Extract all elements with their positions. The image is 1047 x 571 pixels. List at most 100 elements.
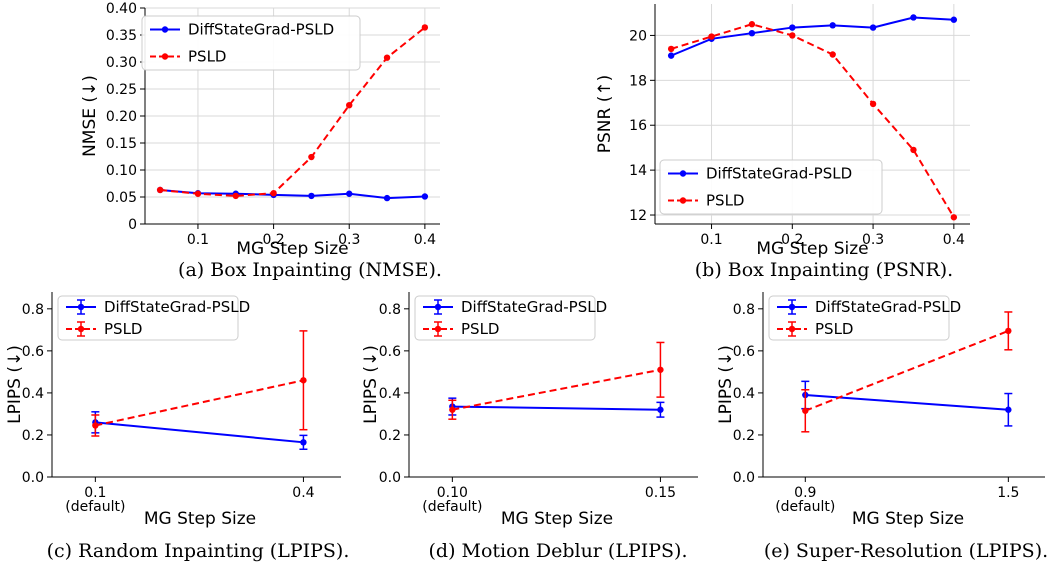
x-axis-label: MG Step Size [852, 509, 964, 529]
chart-panel-1: 0 0.05 0.10 0.15 0.20 0.25 0.30 0.35 0.40 0.1 0.2 0… [80, 1, 442, 281]
x-tick-label: 0.2 [262, 232, 284, 248]
data-point [421, 24, 429, 31]
series-line-1 [452, 405, 661, 411]
data-point [421, 193, 429, 200]
x-axis-label: MG Step Size [236, 239, 348, 259]
data-point [346, 190, 353, 197]
y-tick-label: 0.8 [22, 302, 44, 318]
y-tick-label: 0.4 [733, 386, 755, 402]
y-axis-label: PSNR (↑) [595, 75, 615, 153]
series-line-2 [160, 26, 426, 197]
legend-swatch-marker [161, 53, 169, 60]
data-point [789, 24, 796, 31]
figure-caption: (b) Box Inpainting (PSNR). [695, 259, 953, 281]
data-point [950, 214, 958, 221]
legend-swatch-marker [679, 170, 687, 177]
x-tick-label: 0.2 [781, 232, 803, 248]
x-tick-label: 0.9 [794, 485, 816, 501]
figure-caption: (d) Motion Deblur (LPIPS). [429, 540, 688, 562]
x-tick-label: 0.15 [645, 485, 676, 501]
data-point [950, 16, 958, 23]
y-tick-label: 0.10 [106, 163, 137, 179]
data-point [232, 192, 239, 200]
y-tick-label: 0.4 [379, 386, 401, 402]
data-point [789, 32, 796, 39]
legend-label: DiffStateGrad-PSLD [815, 298, 961, 316]
y-tick-label: 0.8 [379, 302, 401, 318]
y-tick-label: 0.25 [106, 82, 137, 98]
data-point [667, 45, 675, 53]
legend-box [141, 15, 361, 71]
y-tick-label: 0.0 [733, 470, 755, 486]
chart-panel-2: 12 14 16 18 20 0.1 0.2 0.3 0.4 MG Step Size PSNR (… [595, 4, 970, 281]
data-point [829, 51, 836, 58]
data-point [657, 406, 664, 413]
x-tick-label: 0.3 [862, 232, 884, 248]
data-point [910, 146, 917, 154]
y-tick-label: 0.8 [733, 302, 755, 318]
legend-box [414, 295, 596, 341]
series-line-1 [95, 421, 304, 444]
data-point [667, 52, 675, 59]
y-tick-label: 18 [629, 73, 647, 89]
series-line-1 [670, 16, 954, 57]
y-tick-label: 0.6 [379, 344, 401, 360]
x-tick-label: 0.1 [187, 232, 209, 248]
figure-caption: (e) Super-Resolution (LPIPS). [764, 540, 1047, 562]
y-axis-label: NMSE (↓) [80, 75, 100, 157]
chart-panel-3: 0.0 0.2 0.4 0.6 0.8 0.1(default) 0.4 MG Step Si… [5, 292, 349, 562]
series-line-1 [805, 394, 1009, 411]
legend-box [768, 295, 950, 341]
y-tick-label: 0.30 [106, 55, 137, 71]
legend-label: PSLD [815, 320, 853, 338]
y-tick-label: 0.20 [106, 109, 137, 125]
x-tick-sublabel: (default) [65, 499, 125, 515]
data-point [270, 190, 277, 197]
series-line-2 [95, 379, 304, 427]
y-tick-label: 0.40 [106, 1, 137, 17]
x-tick-label: 0.4 [943, 232, 965, 248]
series-line-2 [804, 329, 1009, 412]
y-tick-label: 0.2 [733, 428, 755, 444]
y-tick-label: 12 [629, 208, 647, 224]
figure-caption: (a) Box Inpainting (NMSE). [178, 259, 442, 281]
x-tick-label: 0.4 [414, 232, 436, 248]
y-tick-label: 0.0 [22, 470, 44, 486]
legend-label: PSLD [104, 320, 142, 338]
legend-swatch-marker [161, 26, 169, 33]
legend-box [57, 295, 239, 341]
data-point [869, 24, 877, 31]
y-tick-label: 14 [629, 163, 647, 179]
data-point [869, 100, 877, 108]
data-point [910, 14, 917, 21]
data-point [300, 377, 307, 384]
x-tick-sublabel: (default) [422, 499, 482, 515]
y-axis-label: LPIPS (↓) [361, 345, 381, 424]
data-point [383, 194, 391, 202]
chart-panel-5: 0.0 0.2 0.4 0.6 0.8 0.9(default) 1.5 MG Step Si… [716, 292, 1047, 562]
data-point [829, 22, 836, 29]
data-point [449, 406, 456, 413]
data-point [92, 422, 99, 429]
x-tick-label: 0.10 [437, 485, 468, 501]
data-point [802, 407, 809, 414]
data-point [383, 54, 391, 61]
y-tick-label: 0.6 [733, 344, 755, 360]
x-tick-label: 0.1 [700, 232, 722, 248]
y-tick-label: 0.2 [22, 428, 44, 444]
data-point [708, 33, 715, 40]
y-tick-label: 0.0 [379, 470, 401, 486]
x-tick-label: 1.5 [997, 485, 1019, 501]
legend-label: PSLD [188, 48, 226, 66]
y-tick-label: 0.35 [106, 28, 137, 44]
chart-panel-4: 0.0 0.2 0.4 0.6 0.8 0.10(default) 0.15 MG Step … [361, 292, 698, 562]
data-point [1005, 406, 1012, 413]
x-axis-label: MG Step Size [501, 509, 613, 529]
x-tick-label: 0.1 [84, 485, 106, 501]
legend-label: DiffStateGrad-PSLD [706, 165, 852, 183]
x-tick-label: 0.3 [338, 232, 360, 248]
data-point [1005, 327, 1012, 335]
y-tick-label: 0.05 [106, 190, 137, 206]
x-axis-label: MG Step Size [756, 239, 868, 259]
